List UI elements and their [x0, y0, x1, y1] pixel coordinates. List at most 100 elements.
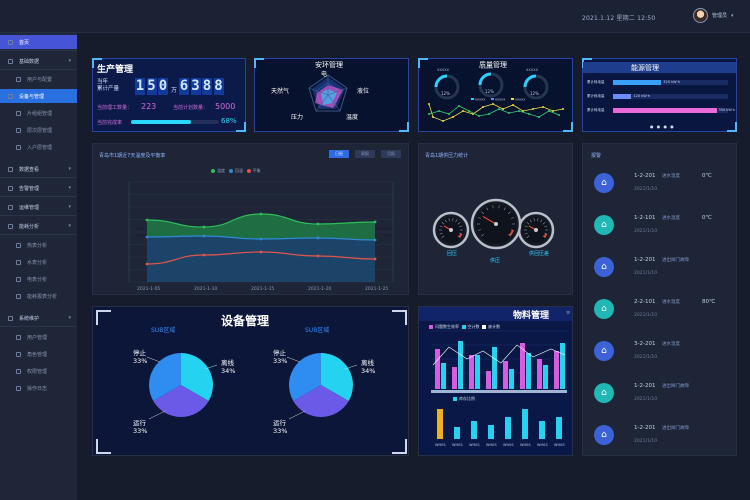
material-bar-stock: [505, 417, 511, 439]
annual-label: 当年: [97, 79, 109, 85]
digit-cell: 0: [158, 78, 168, 95]
energy-row-label: 累计耗电量: [587, 94, 605, 98]
quality-point: [432, 116, 434, 118]
sidebar-item[interactable]: 首页: [0, 35, 77, 49]
sidebar-item[interactable]: 水表分析: [0, 255, 77, 269]
sidebar-item[interactable]: 层次层管理: [0, 123, 77, 137]
gauge-tick: [448, 218, 450, 222]
quality-point: [512, 104, 514, 106]
gauge-tick: [510, 217, 514, 219]
sidebar-item[interactable]: 角色管理: [0, 347, 77, 361]
sidebar-divider: [0, 215, 77, 216]
quality-legend-swatch: [511, 98, 514, 100]
gauge-tick: [441, 235, 445, 238]
energy-bar-fill: [613, 80, 662, 85]
avatar[interactable]: [693, 8, 708, 23]
alarm-code: 2-2-101: [634, 299, 656, 305]
legend-dot-balance: [246, 169, 251, 173]
quality-gauge-arc: [523, 74, 537, 88]
material-bar-empty: [526, 353, 531, 389]
quality-legend-swatch: [471, 98, 474, 100]
alarm-row[interactable]: ⌂ 3-2-201 进水温度 2021/1/10: [592, 334, 732, 374]
material-bar-empty: [475, 355, 480, 389]
sidebar-item[interactable]: 操作日志: [0, 381, 77, 395]
x-tick-label: 2021-1-05: [137, 286, 160, 292]
sidebar-item[interactable]: 片组组管理: [0, 106, 77, 120]
radar-label-temp: 温度: [346, 114, 359, 121]
material-panel: 物料管理 ≡ 问题数生效率 空计数 废计数 库存比例 WH0S WH0S WH0S W…: [418, 306, 573, 456]
sidebar-item[interactable]: 运维管理: [0, 200, 77, 214]
gauge-tick: [439, 225, 443, 228]
alarm-row[interactable]: ⌂ 1-2-201 进出阀门故障 2021/1/10: [592, 376, 732, 416]
sidebar-item[interactable]: 用户管理: [0, 330, 77, 344]
sidebar-divider: [0, 326, 77, 327]
staff-label: 当前理工数量：: [97, 105, 133, 111]
material-legend-top: 问题数生效率 空计数 废计数: [429, 324, 500, 330]
material-bar-empty: [458, 341, 463, 389]
tab-weekly[interactable]: 周报: [355, 150, 375, 158]
left-stop-label: 停止: [133, 349, 146, 357]
sidebar-item[interactable]: 设备与管理: [0, 89, 77, 103]
gauge-tick: [478, 229, 482, 231]
gauge-tick: [459, 232, 463, 235]
quality-point: [482, 106, 484, 108]
sidebar-item-label: 基础数据: [19, 58, 40, 65]
sidebar-item[interactable]: 数据查看: [0, 162, 77, 176]
sidebar-item[interactable]: 电表分析: [0, 272, 77, 286]
pressure-title: 青岛1期供压力统计: [425, 153, 469, 159]
quality-gauge-caption: XXXXX: [526, 68, 539, 72]
equipment-pies: [96, 310, 407, 454]
material-bar-stock: [556, 417, 562, 439]
alarm-date: 2021/1/10: [634, 187, 658, 192]
chevron-down-icon[interactable]: ▾: [731, 12, 734, 19]
digit-cell: 1: [135, 78, 145, 95]
user-menu[interactable]: 管理员 ▾: [693, 8, 734, 23]
data-point: [373, 238, 377, 242]
material-menu-icon[interactable]: ≡: [566, 310, 571, 316]
carousel-dots[interactable]: ● ● ● ●: [650, 124, 675, 129]
gauge-tick: [503, 207, 506, 211]
sidebar-item-label: 用户管理: [27, 334, 48, 341]
right-offline-value: 34%: [361, 367, 376, 375]
sidebar-item[interactable]: 告警管理: [0, 181, 77, 195]
tab-monthly[interactable]: 月报: [381, 150, 401, 158]
alarm-date: 2021/1/10: [634, 271, 658, 276]
alarm-icon: ⌂: [594, 383, 614, 403]
quality-point: [452, 116, 454, 118]
data-point: [373, 220, 377, 224]
menu-icon: [16, 385, 21, 391]
alarm-row[interactable]: ⌂ 1-2-201 进出阀门故障 2021/1/10: [592, 250, 732, 290]
sidebar-item[interactable]: 入户层管理: [0, 140, 77, 154]
quality-point: [448, 113, 450, 115]
pressure-panel: 青岛1期供压力统计 回压 供压 供回压差: [418, 143, 573, 295]
sidebar-item[interactable]: 能耗报表分析: [0, 289, 77, 303]
alarm-row[interactable]: ⌂ 2-2-101 进水温度 80℃ 2021/1/10: [592, 292, 732, 332]
sidebar-item[interactable]: 系统维护: [0, 311, 77, 325]
legend-waste: 废计数: [488, 324, 501, 329]
left-run-label: 运行: [133, 419, 146, 427]
equipment-title: 设备管理: [221, 314, 270, 328]
sidebar-item[interactable]: 用户与配置: [0, 72, 77, 86]
alarm-row[interactable]: ⌂ 1-2-201 进出阀门故障 2021/1/10: [592, 418, 732, 458]
sidebar-item[interactable]: 热表分析: [0, 238, 77, 252]
sidebar-item[interactable]: 能耗分析: [0, 219, 77, 233]
gauge-hub: [494, 222, 498, 226]
digit-cell: 6: [179, 78, 189, 95]
alarm-row[interactable]: ⌂ 1-2-201 进水温度 0℃ 2021/1/10: [592, 166, 732, 206]
series-area-temp: [147, 214, 375, 240]
legend-stock: 库存比例: [459, 396, 475, 401]
radar-label-level: 液位: [357, 88, 370, 95]
energy-panel: 能源管理 累计耗电量 320 kW·h 累计耗电量 120 kW·h 累计耗电量 350 …: [582, 58, 737, 132]
right-pie: [289, 353, 353, 417]
alarm-row[interactable]: ⌂ 1-2-101 进水温度 0℃ 2021/1/10: [592, 208, 732, 248]
sidebar-item[interactable]: 权限管理: [0, 364, 77, 378]
date-time: 2021.1.12 星期二 12:50: [582, 15, 656, 22]
sidebar-item[interactable]: 基础数据: [0, 54, 77, 68]
gauge-tick: [542, 222, 546, 225]
material-bar-stock: [454, 427, 460, 439]
material-bar-rate: [554, 351, 559, 389]
material-bar-stock: [471, 421, 477, 439]
tab-daily[interactable]: 日报: [329, 150, 349, 158]
left-pie: [149, 353, 213, 417]
material-bar-stock: [437, 409, 443, 439]
